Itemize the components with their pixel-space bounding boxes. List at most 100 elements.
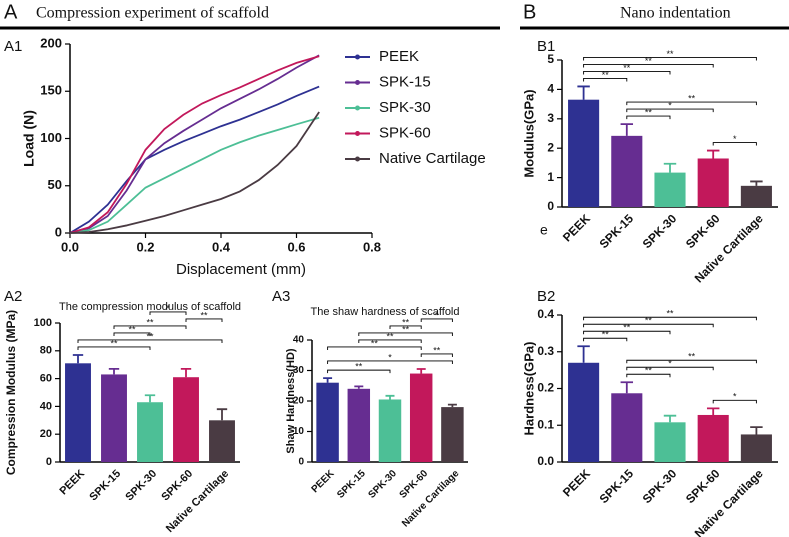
error-bar bbox=[620, 381, 634, 394]
section-title: Compression experiment of scaffold bbox=[36, 5, 269, 22]
bar bbox=[740, 434, 772, 462]
bar bbox=[137, 402, 163, 462]
significance-label: ** bbox=[623, 323, 631, 333]
significance-label: ** bbox=[386, 331, 394, 341]
significance-bracket bbox=[626, 101, 757, 106]
error-bar bbox=[663, 414, 677, 423]
panel-label: A3 bbox=[272, 288, 290, 305]
significance-bracket bbox=[626, 366, 714, 371]
significance-bracket bbox=[626, 359, 757, 364]
significance-label: ** bbox=[110, 338, 118, 348]
significance-label: * bbox=[166, 303, 170, 313]
significance-bracket bbox=[420, 353, 453, 357]
bar bbox=[697, 414, 729, 462]
y-tick-label: 0.1 bbox=[537, 417, 554, 431]
y-tick-label: 50 bbox=[48, 177, 62, 192]
significance-label: ** bbox=[433, 345, 441, 355]
section-title: Nano indentation bbox=[620, 5, 731, 22]
significance-bracket bbox=[327, 346, 422, 350]
y-tick-label: 0 bbox=[298, 457, 304, 468]
y-tick-label: 60 bbox=[40, 373, 52, 385]
y-tick-label: 2 bbox=[547, 140, 554, 154]
significance-label: ** bbox=[146, 317, 154, 327]
legend-label: PEEK bbox=[379, 48, 419, 65]
y-tick-label: 20 bbox=[40, 428, 52, 440]
x-tick-label: 0.4 bbox=[212, 239, 231, 254]
bar bbox=[611, 393, 643, 462]
error-bar bbox=[706, 407, 720, 415]
data-line bbox=[69, 116, 320, 234]
significance-label: ** bbox=[128, 324, 136, 334]
significance-bracket bbox=[626, 115, 671, 120]
y-tick-label: 10 bbox=[293, 426, 305, 437]
legend-marker bbox=[355, 80, 360, 85]
error-bar bbox=[216, 408, 228, 421]
y-tick-label: 0.0 bbox=[537, 454, 554, 468]
chart-title: The compression modulus of scaffold bbox=[59, 301, 241, 313]
y-axis-label: Modulus(GPa) bbox=[521, 89, 536, 177]
significance-label: ** bbox=[602, 70, 610, 80]
significance-bracket bbox=[583, 57, 757, 61]
bar bbox=[65, 363, 91, 462]
significance-label: * bbox=[435, 310, 439, 320]
significance-bracket bbox=[583, 64, 714, 68]
y-tick-label: 0 bbox=[46, 456, 52, 468]
significance-bracket bbox=[327, 369, 391, 374]
significance-bracket bbox=[583, 78, 628, 82]
bar bbox=[441, 407, 464, 462]
data-line bbox=[69, 85, 320, 234]
significance-bracket bbox=[77, 346, 151, 350]
y-axis-label: Hardness(GPa) bbox=[521, 342, 536, 436]
significance-label: ** bbox=[602, 330, 610, 340]
significance-label: * bbox=[388, 352, 392, 362]
y-tick-label: 0 bbox=[547, 199, 554, 213]
error-bar bbox=[323, 377, 333, 383]
y-axis-label: Shaw Hardness(HD) bbox=[285, 348, 297, 453]
bar bbox=[209, 420, 235, 462]
error-bar bbox=[180, 367, 192, 378]
error-bar bbox=[416, 368, 426, 374]
x-tick-label: 0.8 bbox=[363, 239, 381, 254]
significance-label: ** bbox=[688, 352, 696, 362]
x-tick-label: 0.2 bbox=[136, 239, 154, 254]
y-tick-label: 0.2 bbox=[537, 381, 554, 395]
significance-label: ** bbox=[402, 324, 410, 334]
bar bbox=[173, 377, 199, 462]
data-line bbox=[69, 55, 320, 234]
legend-marker bbox=[355, 105, 360, 111]
error-bar bbox=[750, 180, 763, 186]
bar bbox=[101, 374, 127, 462]
y-axis-label: Load (N) bbox=[21, 110, 37, 167]
significance-bracket bbox=[389, 325, 422, 329]
significance-bracket bbox=[626, 108, 714, 113]
error-bar bbox=[577, 345, 590, 363]
significance-label: * bbox=[733, 392, 737, 402]
significance-bracket bbox=[583, 337, 628, 342]
bar bbox=[409, 373, 433, 462]
significance-bracket bbox=[712, 142, 757, 146]
significance-bracket bbox=[77, 339, 223, 343]
bar bbox=[316, 382, 339, 462]
y-tick-label: 4 bbox=[547, 82, 554, 96]
bar bbox=[347, 388, 371, 462]
error-bar bbox=[447, 403, 457, 408]
significance-label: ** bbox=[666, 49, 674, 59]
significance-bracket bbox=[583, 316, 757, 321]
significance-label: ** bbox=[402, 317, 410, 327]
significance-label: ** bbox=[688, 93, 696, 103]
significance-label: ** bbox=[623, 63, 631, 73]
section-letter: A bbox=[4, 1, 18, 23]
significance-label: * bbox=[668, 359, 672, 369]
data-line bbox=[69, 111, 320, 234]
legend-marker bbox=[355, 54, 360, 60]
significance-label: ** bbox=[371, 338, 379, 348]
y-tick-label: 0.4 bbox=[537, 307, 554, 321]
data-line bbox=[69, 54, 320, 234]
bar bbox=[378, 399, 402, 462]
y-tick-label: 20 bbox=[293, 396, 305, 407]
significance-bracket bbox=[358, 332, 453, 336]
significance-label: ** bbox=[200, 310, 208, 320]
significance-bracket bbox=[712, 399, 757, 404]
error-bar bbox=[385, 394, 395, 400]
legend-label: Native Cartilage bbox=[379, 150, 486, 167]
